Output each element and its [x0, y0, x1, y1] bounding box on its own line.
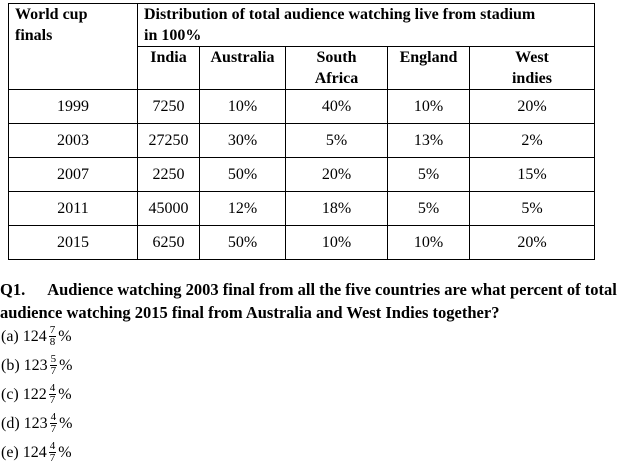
unit: % [58, 443, 72, 461]
option-label: (c) [1, 385, 19, 403]
data-cell: 30% [199, 123, 286, 158]
data-cell: 50% [199, 225, 286, 260]
data-cell: 5% [469, 191, 595, 226]
denominator: 7 [49, 394, 56, 406]
data-cell: 2250 [137, 157, 200, 192]
header-row: India Australia South Africa England West in… [9, 46, 595, 90]
unit: % [58, 385, 72, 403]
numerator: 4 [48, 440, 57, 453]
data-cell: 1999 [8, 89, 138, 124]
numerator: 7 [48, 324, 57, 337]
header-row: World cup finals Distribution of total au… [8, 3, 595, 90]
data-cell: 10% [387, 89, 470, 124]
data-cell: 10% [285, 225, 388, 260]
data-cell: 10% [199, 89, 286, 124]
question-number: Q1. [0, 280, 26, 299]
option: (a) 124 7 8% [1, 322, 72, 351]
data-cell: 5% [387, 191, 470, 226]
numerator: 4 [48, 382, 57, 395]
data-row: 2015 6250 50% 10% 10% 20% [8, 225, 595, 260]
option-label: (b) [1, 356, 20, 374]
column-header-text: Australia [210, 49, 275, 66]
option: (b) 123 5 7% [1, 351, 72, 380]
unit: % [58, 327, 72, 345]
data-cell: 2003 [8, 123, 138, 158]
data-cell: 2% [469, 123, 595, 158]
data-cell: 20% [469, 89, 595, 124]
denominator: 7 [49, 452, 56, 464]
data-row: 2007 2250 50% 20% 5% 15% [8, 157, 595, 192]
column-header: England [387, 46, 470, 90]
data-cell: 10% [387, 225, 470, 260]
option-whole: 124 [22, 327, 47, 345]
column-header-text: South Africa [314, 49, 359, 87]
data-cell: 27250 [137, 123, 200, 158]
data-cell: 5% [387, 157, 470, 192]
header-text: Distribution of total audience watching … [144, 6, 536, 44]
option: (e) 124 4 7% [1, 438, 72, 465]
data-cell: 20% [469, 225, 595, 260]
data-cell: 40% [285, 89, 388, 124]
option-label: (a) [1, 327, 19, 345]
question-text: Audience watching 2003 final from all th… [0, 280, 617, 322]
option-whole: 124 [22, 443, 47, 461]
data-cell: 45000 [137, 191, 200, 226]
data-cell: 2007 [8, 157, 138, 192]
data-row: 2003 27250 30% 5% 13% 2% [8, 123, 595, 158]
header-cell: Distribution of total audience watching … [137, 3, 595, 47]
option: (d) 123 4 7% [1, 409, 72, 438]
options: (a) 124 7 8% (b) 123 5 7% (c) 122 4 7% (d) 123 4 7% (e) 1… [1, 322, 72, 465]
option-label: (d) [1, 414, 20, 432]
column-header: Australia [199, 46, 286, 90]
numerator: 4 [49, 411, 58, 424]
data-cell: 20% [285, 157, 388, 192]
column-header-text: England [399, 49, 458, 66]
header-text: World cup finals [15, 6, 88, 44]
data-row: 2011 45000 12% 18% 5% 5% [8, 191, 595, 226]
data-cell: 15% [469, 157, 595, 192]
denominator: 7 [50, 365, 57, 377]
column-header: South Africa [285, 46, 388, 90]
header-cell: World cup finals [8, 3, 138, 90]
column-header-text: India [150, 49, 187, 66]
question: Q1. Audience watching 2003 final from all… [0, 278, 640, 324]
column-header-text: West indies [511, 49, 552, 87]
option-whole: 123 [23, 414, 48, 432]
option: (c) 122 4 7% [1, 380, 72, 409]
data-table: World cup finals Distribution of total au… [8, 3, 595, 260]
data-cell: 5% [285, 123, 388, 158]
unit: % [59, 414, 73, 432]
data-cell: 13% [387, 123, 470, 158]
option-whole: 123 [23, 356, 48, 374]
unit: % [59, 356, 73, 374]
data-cell: 2011 [8, 191, 138, 226]
data-cell: 2015 [8, 225, 138, 260]
data-cell: 7250 [137, 89, 200, 124]
column-header: West indies [469, 46, 595, 90]
numerator: 5 [49, 353, 58, 366]
denominator: 7 [50, 423, 57, 435]
option-label: (e) [1, 443, 19, 461]
data-cell: 50% [199, 157, 286, 192]
denominator: 8 [49, 336, 56, 348]
data-row: 1999 7250 10% 40% 10% 20% [8, 89, 595, 124]
data-cell: 12% [199, 191, 286, 226]
column-header: India [137, 46, 200, 90]
option-whole: 122 [22, 385, 47, 403]
data-cell: 18% [285, 191, 388, 226]
data-cell: 6250 [137, 225, 200, 260]
